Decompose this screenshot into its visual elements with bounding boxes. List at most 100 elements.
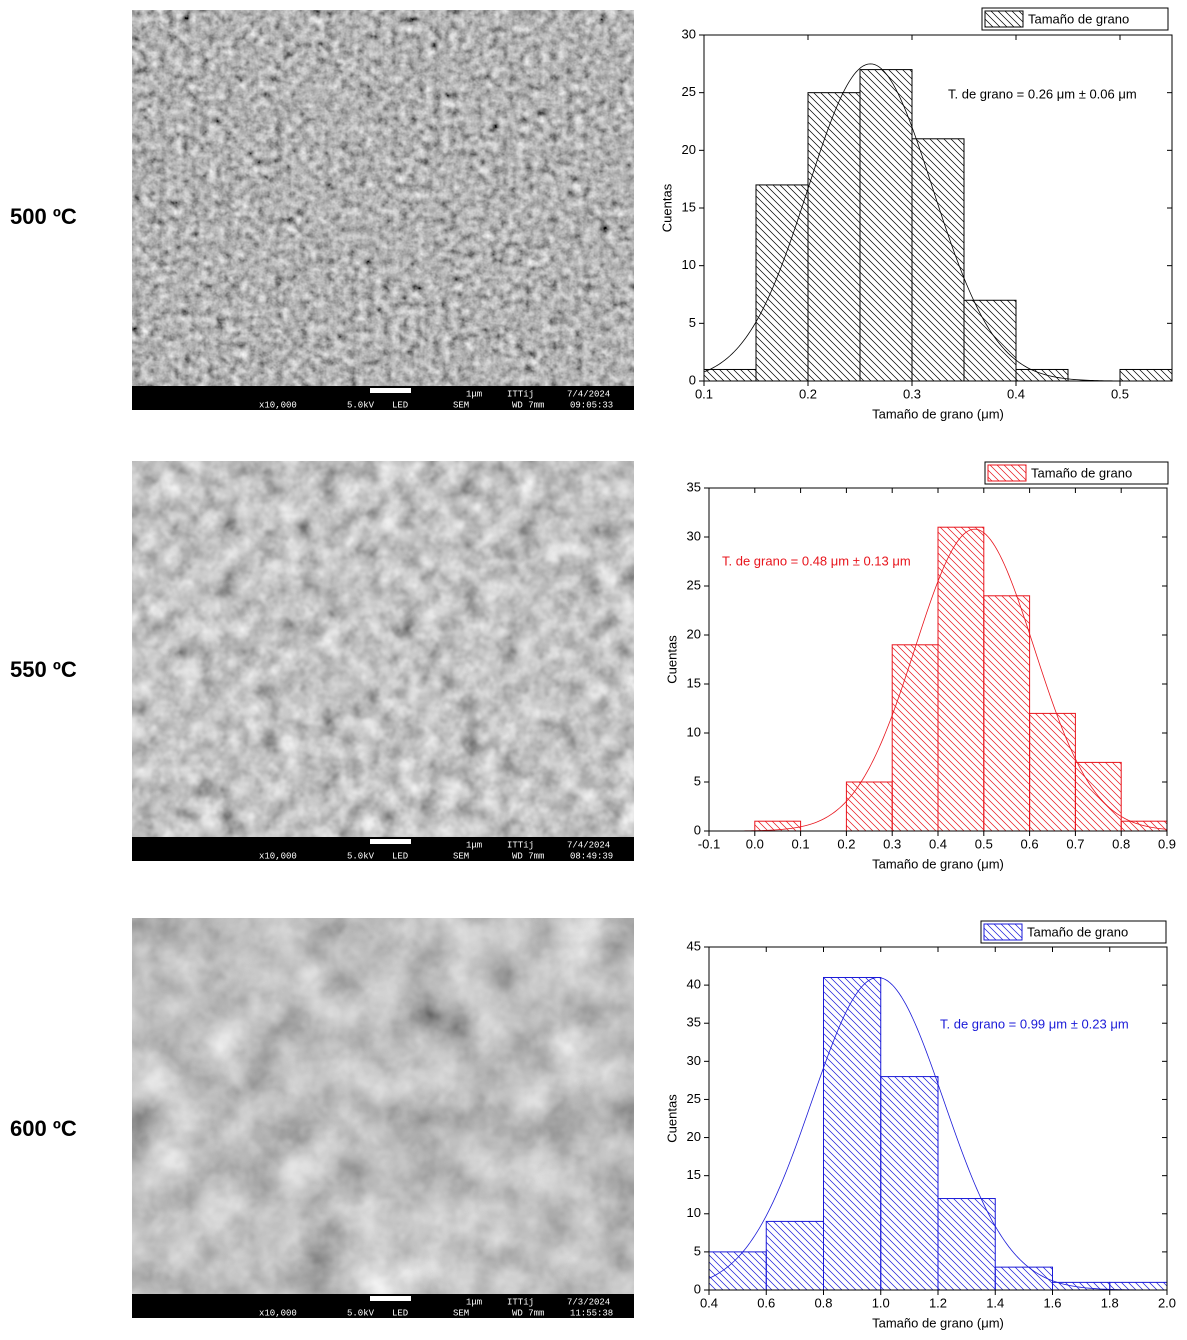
y-tick-label: 0: [694, 1281, 701, 1296]
bar: [807, 92, 861, 382]
x-tick-label: 0.8: [814, 1295, 832, 1310]
y-tick-label: 45: [687, 938, 701, 953]
bar: [755, 184, 809, 382]
scale-bar: [370, 1296, 411, 1301]
legend-swatch: [984, 10, 1024, 28]
y-tick-label: 0: [689, 372, 696, 387]
y-tick-label: 30: [687, 1053, 701, 1068]
bar: [845, 781, 893, 832]
bar: [1109, 1281, 1168, 1291]
y-tick-label: 30: [687, 528, 701, 543]
legend-box: [981, 7, 1169, 31]
row-label: 500 ºC: [10, 204, 77, 229]
sem-info: LED: [392, 400, 408, 410]
x-tick-label: 0.6: [757, 1295, 775, 1310]
bar: [1029, 712, 1076, 832]
x-tick-label: 1.2: [929, 1295, 947, 1310]
legend-swatch: [983, 923, 1023, 941]
sem-info: x10,000: [259, 851, 297, 861]
bar: [994, 1266, 1053, 1291]
sem-image: [132, 10, 634, 386]
y-tick-label: 10: [687, 1205, 701, 1220]
y-tick-label: 15: [687, 675, 701, 690]
bar: [937, 526, 985, 832]
y-axis-label: Cuentas: [664, 1094, 679, 1143]
x-tick-label: 0.6: [1021, 836, 1039, 851]
plot-frame: [703, 34, 1173, 382]
y-tick-label: 20: [687, 626, 701, 641]
sem-info: 09:05:33: [570, 400, 613, 410]
x-tick-label: 0.7: [1066, 836, 1084, 851]
sem-info: LED: [392, 1308, 408, 1318]
y-tick-label: 15: [687, 1167, 701, 1182]
x-axis-label: Tamaño de grano (μm): [872, 1315, 1004, 1330]
fit-curve: [703, 63, 1172, 382]
y-tick-label: 5: [694, 773, 701, 788]
sem-info: SEM: [453, 1308, 469, 1318]
sem-info: ITTij: [507, 1297, 534, 1307]
sem-info: 5.0kV: [347, 400, 375, 410]
sem-image: [132, 918, 634, 1294]
fit-curve: [708, 977, 1167, 1291]
y-tick-label: 35: [687, 1015, 701, 1030]
legend-label: Tamaño de grano: [1031, 465, 1132, 480]
x-axis-label: Tamaño de grano (μm): [872, 856, 1004, 871]
sem-info: 5.0kV: [347, 1308, 375, 1318]
x-tick-label: 0.9: [1158, 836, 1176, 851]
y-tick-label: 10: [682, 257, 696, 272]
x-tick-label: 0.1: [792, 836, 810, 851]
bar: [1015, 368, 1069, 382]
sem-info: 5.0kV: [347, 851, 375, 861]
legend-label: Tamaño de grano: [1028, 11, 1129, 26]
x-tick-label: 0.4: [700, 1295, 718, 1310]
bar: [963, 299, 1017, 382]
y-tick-label: 20: [687, 1129, 701, 1144]
row-label: 600 ºC: [10, 1116, 77, 1141]
sem-info: 11:55:38: [570, 1308, 613, 1318]
annotation: T. de grano = 0.48 μm ± 0.13 μm: [722, 553, 911, 568]
sem-info: 1μm: [466, 389, 482, 399]
x-tick-label: 2.0: [1158, 1295, 1176, 1310]
legend-box: [980, 920, 1167, 944]
sem-info: 7/3/2024: [567, 1297, 610, 1307]
annotation: T. de grano = 0.26 μm ± 0.06 μm: [948, 86, 1137, 101]
x-tick-label: 0.2: [837, 836, 855, 851]
sem-info: 08:49:39: [570, 851, 613, 861]
x-tick-label: 0.4: [1007, 386, 1025, 401]
bar: [859, 69, 913, 382]
y-tick-label: 5: [694, 1243, 701, 1258]
x-tick-label: 0.0: [746, 836, 764, 851]
sem-info: 7/4/2024: [567, 840, 610, 850]
x-tick-label: 0.3: [883, 836, 901, 851]
sem-info: 7/4/2024: [567, 389, 610, 399]
y-tick-label: 25: [687, 577, 701, 592]
legend-swatch: [987, 464, 1027, 482]
annotation: T. de grano = 0.99 μm ± 0.23 μm: [940, 1016, 1129, 1031]
y-tick-label: 5: [689, 315, 696, 330]
plot-frame: [708, 946, 1168, 1291]
sem-info: x10,000: [259, 400, 297, 410]
sem-info: SEM: [453, 851, 469, 861]
y-axis-label: Cuentas: [659, 183, 674, 232]
bar: [880, 1076, 939, 1291]
y-axis-label: Cuentas: [664, 635, 679, 684]
bar: [983, 595, 1031, 832]
bar: [703, 368, 757, 382]
plot-frame: [708, 487, 1168, 832]
x-tick-label: 0.5: [975, 836, 993, 851]
bar: [911, 138, 965, 382]
sem-info: ITTij: [507, 389, 534, 399]
legend-box: [984, 461, 1169, 485]
sem-info: WD 7mm: [512, 851, 544, 861]
bar: [937, 1198, 996, 1291]
x-tick-label: 1.6: [1043, 1295, 1061, 1310]
x-tick-label: 1.8: [1101, 1295, 1119, 1310]
sem-info: WD 7mm: [512, 400, 544, 410]
sem-info: 1μm: [466, 840, 482, 850]
sem-info: x10,000: [259, 1308, 297, 1318]
legend-label: Tamaño de grano: [1027, 924, 1128, 939]
x-tick-label: 1.4: [986, 1295, 1004, 1310]
y-tick-label: 40: [687, 977, 701, 992]
